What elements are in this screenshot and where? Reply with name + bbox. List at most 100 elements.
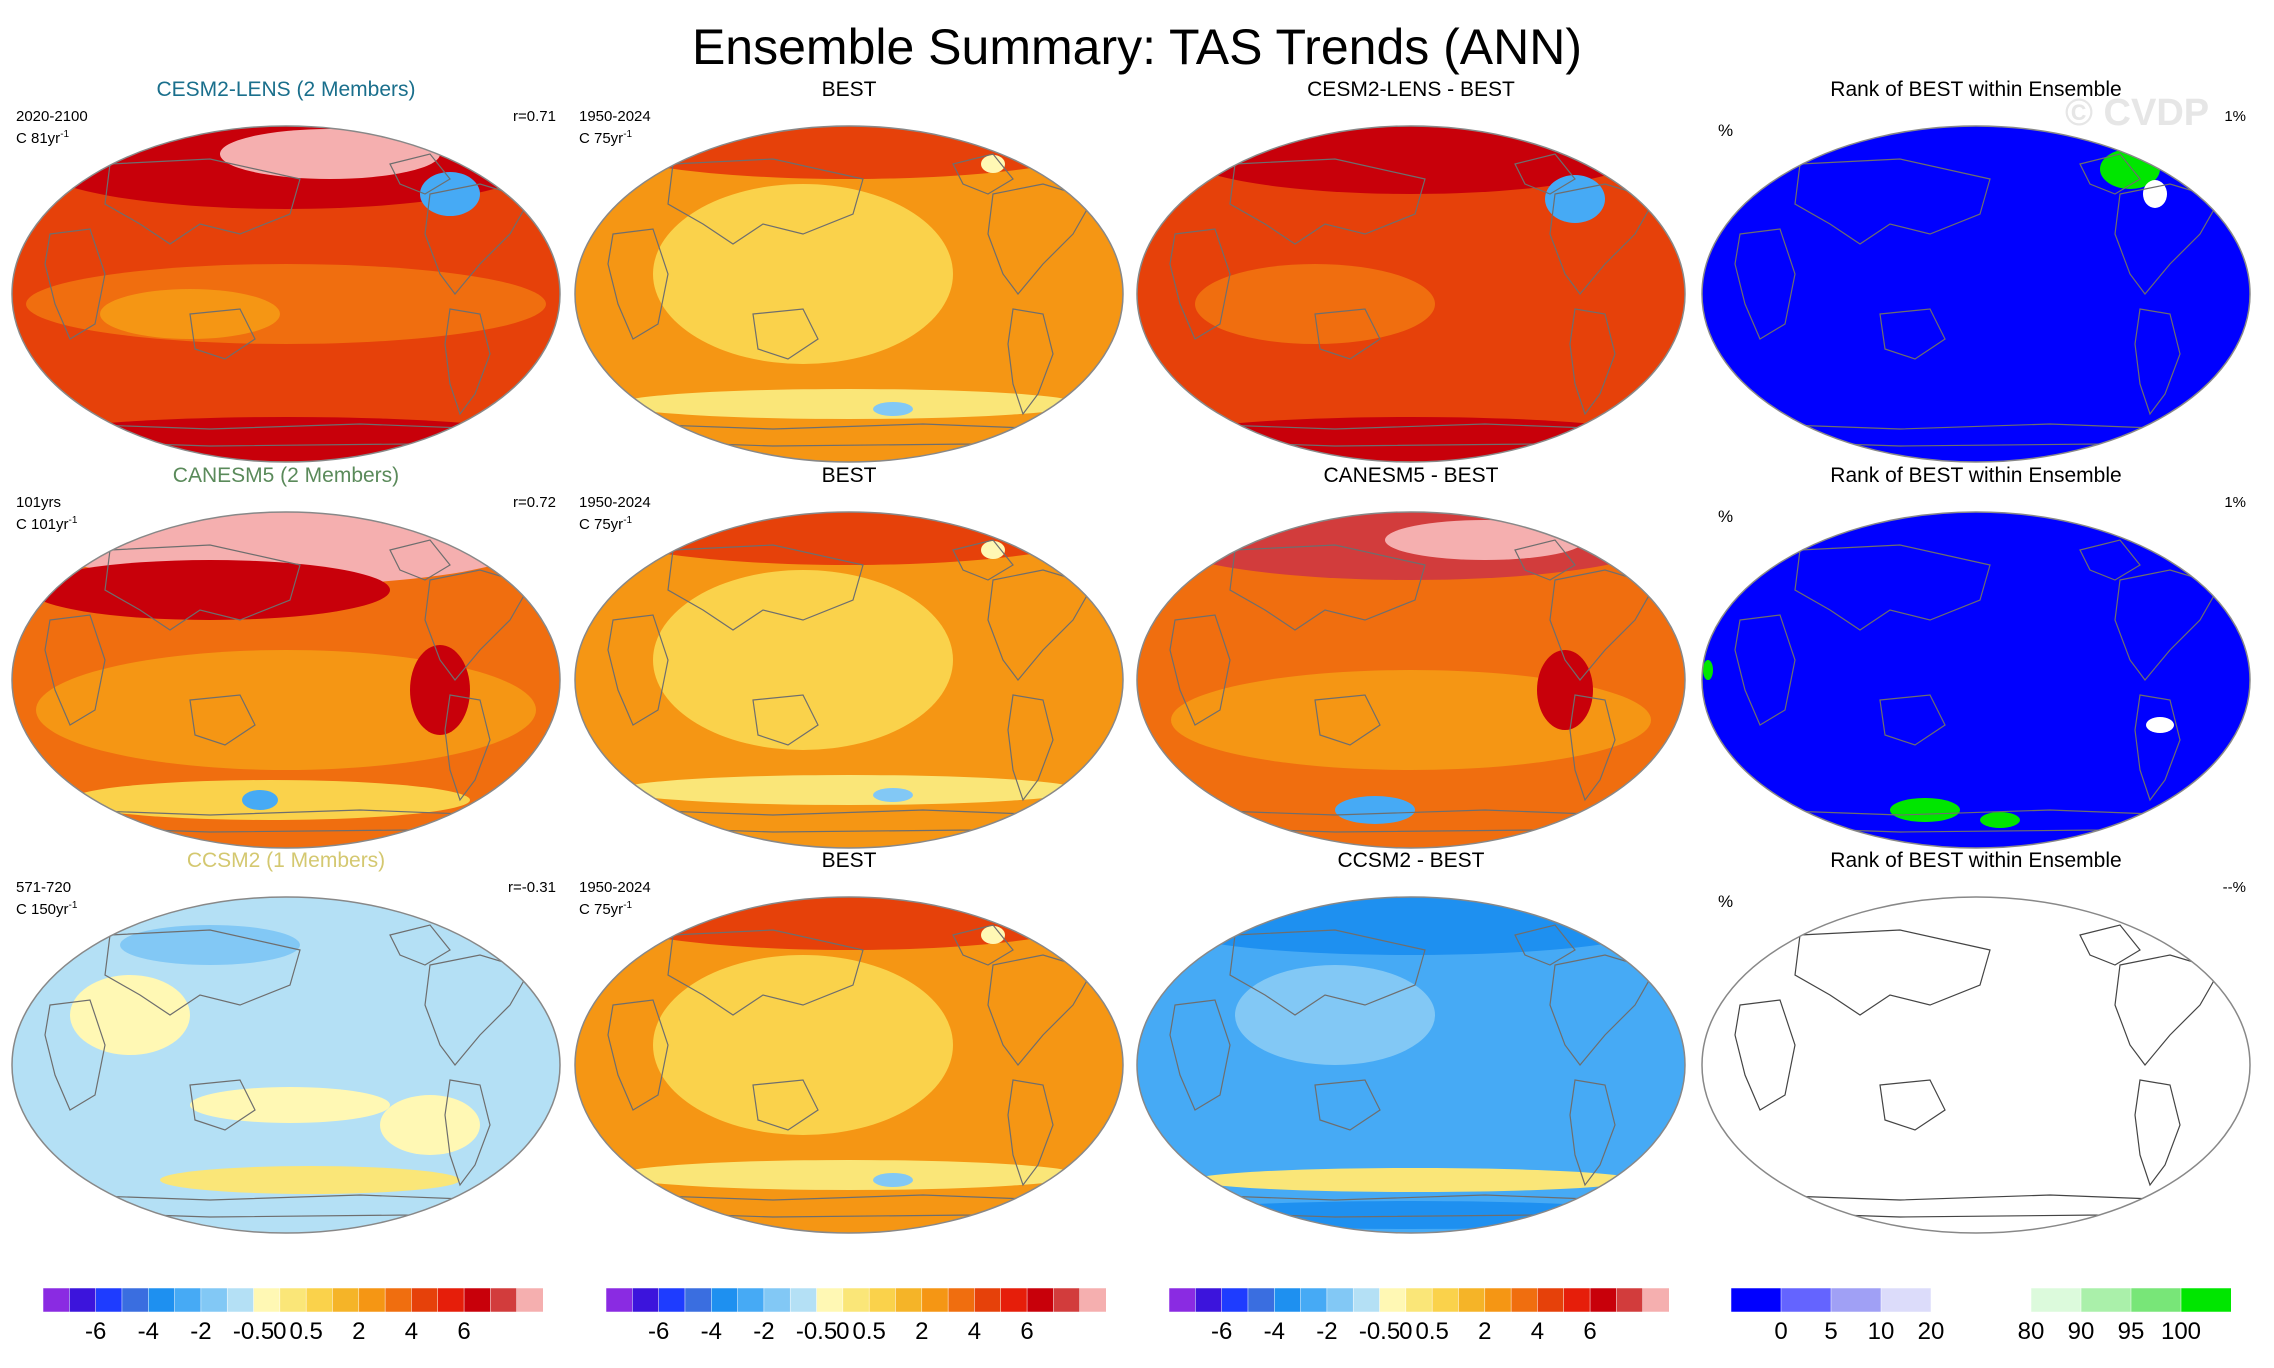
units-exponent: -1 — [623, 129, 633, 140]
coastline — [1169, 999, 1231, 1111]
colorbar-swatch — [947, 1288, 976, 1312]
coastline — [189, 694, 256, 746]
field-base — [1702, 512, 2250, 848]
coastline — [2079, 153, 2141, 195]
rank-panel-title: Rank of BEST within Ensemble — [1830, 78, 2122, 101]
units-exponent: -1 — [60, 129, 70, 140]
north-atlantic-hole — [420, 172, 480, 216]
colorbar-swatch — [789, 1288, 818, 1312]
colorbar-label: 2 — [352, 1318, 366, 1345]
page-title: Ensemble Summary: TAS Trends (ANN) — [691, 19, 1583, 75]
colorbar-swatch — [253, 1288, 281, 1312]
rank-panel-row1: Rank of BEST within Ensemble% 1% — [1700, 78, 2252, 464]
colorbar-label: -2 — [1316, 1318, 1338, 1345]
coastline — [44, 614, 106, 726]
coastline — [607, 614, 669, 726]
map-border — [574, 511, 1124, 849]
coastline — [1879, 308, 1946, 360]
coastline — [2114, 954, 2221, 1066]
diff-panel-row3: CCSM2 - BEST — [1135, 849, 1687, 1235]
colorbar-swatch — [1642, 1288, 1669, 1312]
map-border — [1136, 896, 1686, 1234]
colorbar-swatch — [1780, 1288, 1832, 1312]
colorbar-swatch — [174, 1288, 202, 1312]
map-border — [574, 896, 1124, 1234]
coastline — [1514, 153, 1576, 195]
field-band — [1171, 670, 1651, 770]
trend-colorbar-1: -6 -4 -2 -0.5 0 0.5 2 4 6 — [43, 1288, 543, 1348]
colorbar-swatch — [226, 1288, 255, 1312]
rank-high — [1703, 660, 1713, 680]
colorbar-label: 0.5 — [289, 1318, 323, 1345]
colorbar-swatch — [1405, 1288, 1433, 1312]
coastline — [1229, 544, 1426, 631]
field-base — [1702, 897, 2250, 1233]
period-text: 2020-2100 — [16, 108, 88, 125]
colorbar-swatch — [1589, 1288, 1618, 1312]
map-border — [11, 125, 561, 463]
colorbar-swatch — [200, 1288, 228, 1312]
colorbar-label: -6 — [1210, 1318, 1233, 1345]
coastline — [752, 1079, 819, 1131]
rank-panel-row2: Rank of BEST within Ensemble% 1% — [1700, 464, 2252, 850]
units-exponent: -1 — [623, 515, 633, 526]
colorbar-swatch — [1352, 1288, 1381, 1312]
colorbar-swatch — [1510, 1288, 1539, 1312]
obs-panel-title: BEST — [821, 849, 877, 872]
map-border — [1136, 125, 1686, 463]
coastline — [1569, 1079, 1616, 1187]
colorbar-label: 6 — [1583, 1318, 1597, 1345]
coastline — [667, 929, 864, 1016]
colorbar-swatch — [737, 1288, 765, 1312]
colorbar-swatch — [1326, 1288, 1354, 1312]
coastline — [424, 569, 531, 681]
coastline — [1734, 614, 1796, 726]
colorbar-label: 4 — [1530, 1318, 1545, 1345]
colorbar-swatch — [895, 1288, 923, 1312]
colorbar-swatch — [1930, 1288, 1982, 1312]
field-patch — [70, 975, 190, 1055]
rank-percent-right: --% — [2222, 879, 2246, 896]
coastline — [1734, 228, 1796, 340]
field-patch — [1235, 965, 1435, 1065]
colorbar-label: 6 — [1020, 1318, 1034, 1345]
colorbar-label: 0.5 — [852, 1318, 886, 1345]
colorbar-swatch — [658, 1288, 686, 1312]
period-label: 571-720 C 150yr-1 — [16, 879, 77, 919]
rank-panel-title: Rank of BEST within Ensemble — [1830, 849, 2122, 872]
colorbar-swatch — [1458, 1288, 1486, 1312]
period-label: 1950-2024 C 75yr-1 — [579, 494, 651, 534]
colorbar-swatch — [305, 1288, 334, 1312]
model-panel-row1: CESM2-LENS (2 Members) 2020-2100 C 81yr-1 r… — [10, 78, 562, 464]
colorbar-swatch — [2030, 1288, 2082, 1312]
rank-percent-right: 1% — [2224, 494, 2246, 511]
coastline — [1549, 183, 1656, 295]
colorbar-swatch — [1563, 1288, 1591, 1312]
rank-high — [1980, 812, 2020, 828]
coastline — [2134, 1079, 2181, 1187]
rank-mid — [2146, 717, 2174, 733]
coastline — [1314, 308, 1381, 360]
colorbar-swatch — [2130, 1288, 2182, 1312]
colorbar-swatch — [121, 1288, 150, 1312]
cool-spot — [981, 155, 1005, 173]
units-label: C 81yr-1 — [16, 126, 88, 148]
colorbar-swatches — [1169, 1288, 1669, 1312]
rank-panel-title: Rank of BEST within Ensemble — [1830, 464, 2122, 487]
colorbar-label: 4 — [967, 1318, 982, 1345]
units-text: C 150yr — [16, 901, 69, 918]
southern-ocean — [619, 775, 1079, 805]
colorbar-label: -0.5 — [1358, 1318, 1401, 1345]
colorbar-label: -0.5 — [232, 1318, 275, 1345]
pattern-correlation: r=0.71 — [513, 108, 556, 125]
colorbar-label: -0.5 — [795, 1318, 838, 1345]
period-label: 101yrs C 101yr-1 — [16, 494, 77, 534]
coastline — [389, 539, 451, 581]
coastline — [104, 929, 301, 1016]
coastline — [752, 308, 819, 360]
coastline — [1514, 924, 1576, 966]
diff-panel-title: CESM2-LENS - BEST — [1307, 78, 1515, 101]
period-text: 101yrs — [16, 494, 62, 511]
coastline — [1007, 694, 1054, 802]
colorbar-swatch — [1247, 1288, 1276, 1312]
